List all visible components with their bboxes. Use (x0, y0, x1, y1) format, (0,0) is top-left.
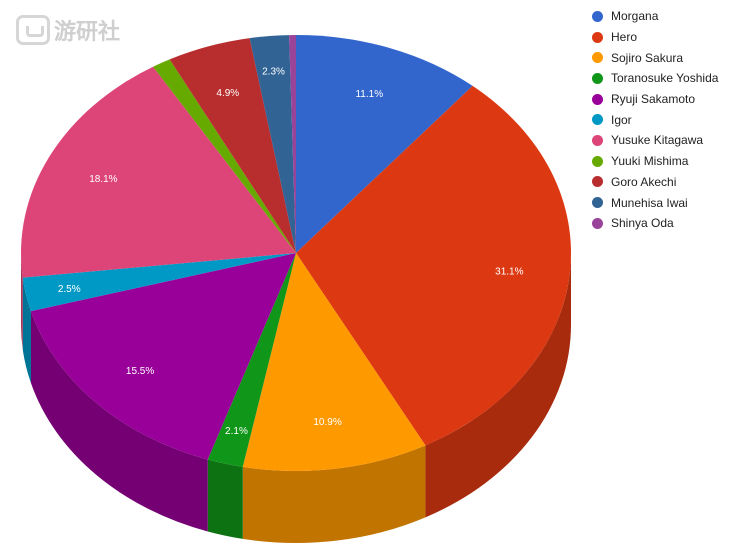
legend-swatch (592, 197, 603, 209)
legend-item[interactable]: Hero (592, 27, 718, 48)
pie-slice-10[interactable] (289, 35, 296, 253)
legend-item[interactable]: Shinya Oda (592, 213, 718, 234)
watermark: 游研社 (16, 14, 120, 46)
legend-item[interactable]: Ryuji Sakamoto (592, 89, 718, 110)
pie-slice-5[interactable] (22, 253, 296, 312)
pie-side-1 (425, 253, 571, 518)
data-label-5: 2.5% (58, 284, 81, 295)
legend-item[interactable]: Sojiro Sakura (592, 47, 718, 68)
pie-slice-4[interactable] (30, 253, 297, 460)
pie-side-2 (242, 445, 426, 543)
legend-item[interactable]: Goro Akechi (592, 172, 718, 193)
legend-label: Morgana (611, 9, 659, 24)
legend-item[interactable]: Toranosuke Yoshida (592, 68, 718, 89)
pie-slice-2[interactable] (242, 253, 426, 472)
watermark-text: 游研社 (54, 20, 121, 45)
legend-item[interactable]: Igor (592, 109, 718, 130)
data-label-8: 4.9% (216, 88, 239, 99)
legend-item[interactable]: Yusuke Kitagawa (592, 130, 718, 151)
pie-slice-7[interactable] (153, 59, 296, 253)
legend-item[interactable]: Yuuki Mishima (592, 151, 718, 172)
legend-label: Yusuke Kitagawa (611, 133, 704, 148)
legend-label: Sojiro Sakura (611, 50, 684, 65)
legend-label: Toranosuke Yoshida (611, 71, 719, 86)
legend-label: Munehisa Iwai (611, 195, 688, 210)
pie-slice-3[interactable] (207, 253, 296, 467)
pie-slice-6[interactable] (20, 66, 296, 278)
watermark-logo-icon (16, 15, 50, 45)
legend-swatch (592, 31, 603, 43)
legend-swatch (592, 93, 603, 105)
pie-data-labels: 11.1% 31.1% 10.9% 2.1% 15.5% 2.5% 18.1% 4.9% 2.3… (58, 67, 524, 437)
pie-slice-8[interactable] (169, 38, 296, 253)
data-label-3: 2.1% (225, 426, 248, 437)
pie-slices (20, 35, 571, 472)
pie-side-5 (22, 277, 31, 384)
chart-legend: Morgana Hero Sojiro Sakura Toranosuke Yoshi… (592, 6, 718, 234)
legend-swatch (592, 176, 603, 188)
legend-label: Ryuji Sakamoto (611, 92, 696, 107)
data-label-6: 18.1% (89, 174, 117, 185)
legend-label: Igor (611, 112, 632, 127)
data-label-9: 2.3% (262, 67, 285, 78)
data-label-0: 11.1% (355, 89, 383, 100)
data-label-1: 31.1% (495, 267, 523, 278)
pie-side-4 (30, 311, 208, 532)
legend-swatch (592, 155, 603, 167)
data-label-4: 15.5% (126, 366, 154, 377)
legend-label: Goro Akechi (611, 174, 677, 189)
data-label-2: 10.9% (313, 417, 341, 428)
legend-label: Yuuki Mishima (611, 154, 689, 169)
legend-label: Shinya Oda (611, 216, 674, 231)
legend-item[interactable]: Morgana (592, 6, 718, 27)
legend-swatch (592, 114, 603, 126)
pie-slice-9[interactable] (249, 35, 296, 253)
legend-swatch (592, 217, 603, 229)
pie-sides (21, 253, 571, 543)
legend-swatch (592, 134, 603, 146)
legend-swatch (592, 10, 603, 22)
legend-label: Hero (611, 30, 638, 45)
pie-side-3 (207, 459, 243, 539)
pie-slice-0[interactable] (296, 35, 473, 253)
legend-item[interactable]: Munehisa Iwai (592, 192, 718, 213)
legend-swatch (592, 52, 603, 64)
legend-swatch (592, 72, 603, 84)
pie-slice-1[interactable] (296, 85, 571, 446)
pie-side-6 (21, 253, 23, 350)
